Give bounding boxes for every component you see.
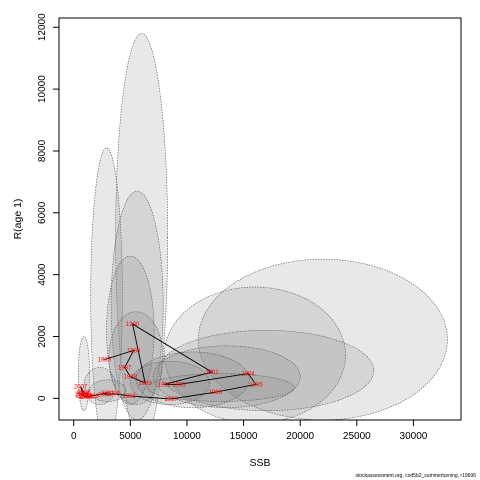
year-label-1986: 1986: [127, 348, 141, 354]
year-label-1987: 1987: [118, 365, 132, 371]
y-axis: 0 2000 4000 6000 8000 10000 12000: [37, 13, 60, 401]
y-axis-title: R(age 1): [12, 199, 24, 240]
year-label-2005: 2005: [76, 393, 90, 399]
x-tick-label-2: 10000: [173, 431, 201, 442]
year-label-1999: 1999: [107, 392, 121, 398]
year-label-1997: 1997: [164, 397, 178, 403]
year-label-1998: 1998: [123, 394, 137, 400]
y-tick-label-0: 0: [37, 395, 48, 401]
year-label-2007: 2007: [74, 385, 88, 391]
confidence-ellipses: [77, 33, 448, 420]
confidence-ellipse-13: [77, 336, 90, 412]
year-label-2003: 2003: [81, 395, 95, 401]
year-label-2004: 2004: [78, 394, 92, 400]
confidence-ellipse-8: [158, 330, 375, 412]
y-tick-label-3: 6000: [37, 201, 48, 224]
confidence-ellipse-10: [135, 351, 250, 408]
year-label-1988: 1988: [124, 375, 138, 381]
y-tick-label-6: 12000: [37, 13, 48, 41]
year-label-1996: 1996: [209, 390, 223, 396]
x-tick-label-1: 5000: [119, 431, 142, 442]
x-tick-label-3: 15000: [230, 431, 258, 442]
confidence-ellipse-1: [115, 33, 169, 420]
year-label-2008: 2008: [77, 390, 91, 396]
year-label-1990: 1990: [126, 322, 140, 328]
trajectory-line: [80, 323, 257, 400]
year-label-2006: 2006: [76, 392, 90, 398]
year-label-2009: 2009: [75, 393, 89, 399]
confidence-ellipse-15: [89, 379, 127, 402]
year-label-2000: 2000: [98, 393, 112, 399]
y-tick-label-2: 4000: [37, 263, 48, 286]
year-label-1995: 1995: [249, 382, 263, 388]
confidence-ellipse-2: [90, 147, 123, 420]
year-label-1989: 1989: [138, 381, 152, 387]
x-axis-title: SSB: [249, 457, 270, 469]
year-label-2002: 2002: [85, 394, 99, 400]
x-axis: 0 5000 10000 15000 20000 25000 30000: [71, 419, 428, 442]
y-tick-label-5: 10000: [37, 75, 48, 103]
year-label-1992: 1992: [158, 382, 172, 388]
confidence-ellipse-12: [147, 373, 295, 402]
y-tick-label-1: 2000: [37, 325, 48, 348]
x-tick-label-0: 0: [71, 431, 77, 442]
trajectory-lines: [80, 323, 257, 400]
year-label-1985: 1985: [98, 358, 112, 364]
confidence-ellipse-7: [164, 286, 346, 420]
year-label-1993: 1993: [172, 382, 186, 388]
x-tick-label-6: 30000: [400, 431, 428, 442]
x-tick-label-5: 25000: [343, 431, 371, 442]
year-label-2001: 2001: [101, 391, 115, 397]
year-label-2010: 2010: [79, 394, 93, 400]
x-tick-label-4: 20000: [286, 431, 314, 442]
confidence-ellipse-3: [110, 190, 164, 420]
confidence-ellipse-14: [83, 367, 116, 405]
y-tick-label-4: 8000: [37, 139, 48, 162]
source-caption: stockassessment.org, cod5b2_summerturnin…: [355, 473, 476, 479]
year-label-1994: 1994: [241, 372, 255, 378]
year-label-1991: 1991: [205, 370, 219, 376]
